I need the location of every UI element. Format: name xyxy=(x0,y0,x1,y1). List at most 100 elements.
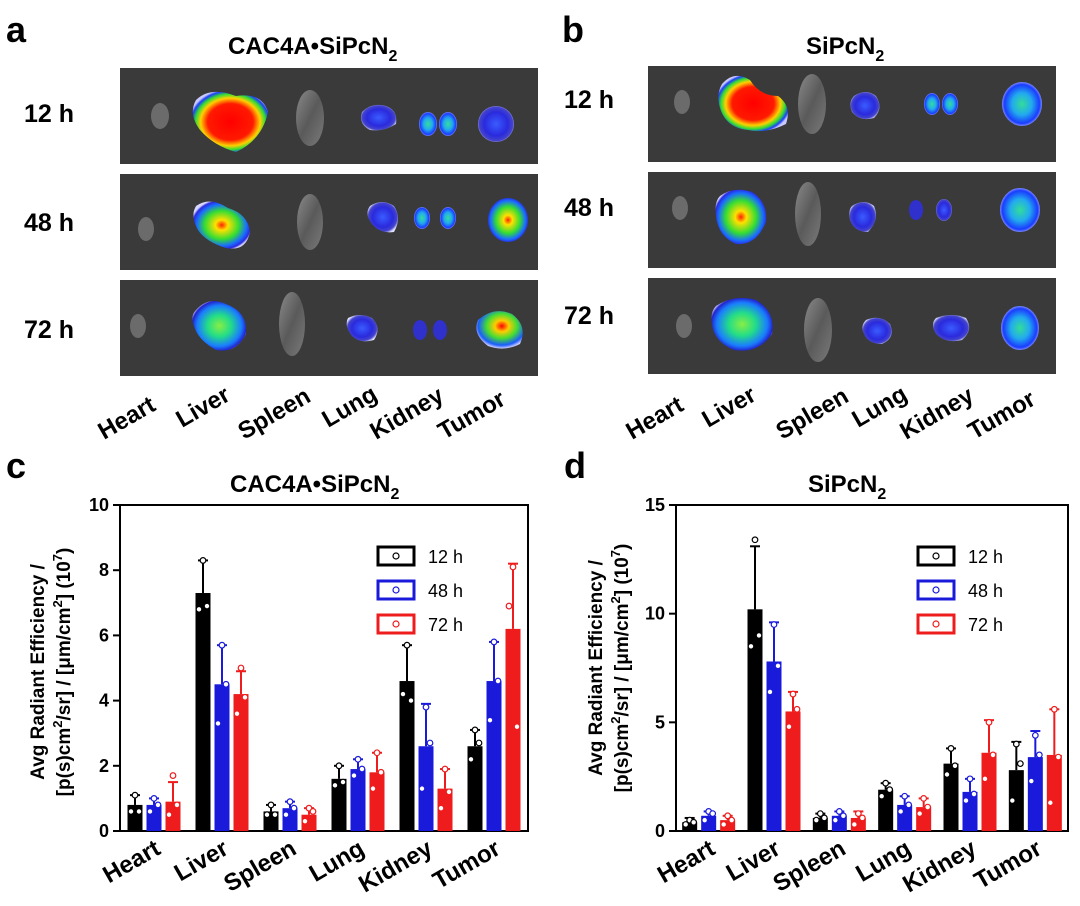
panel-b-time-12h: 12 h xyxy=(564,86,614,114)
panel-a-72h-liver-signal xyxy=(192,301,247,351)
panel-c-ytick-label-3: 6 xyxy=(99,625,109,645)
panel-d-legend-marker-1 xyxy=(932,586,940,594)
panel-c-legend-label-2: 72 h xyxy=(428,615,463,635)
panel-b-organ-tumor: Tumor xyxy=(964,385,1041,445)
panel-b-organ-heart: Heart xyxy=(622,391,689,445)
panel-d-xtick-label-0: Heart xyxy=(653,835,720,889)
panel-c-point-0-3-1 xyxy=(331,781,339,789)
panel-d-legend-marker-2 xyxy=(932,620,940,628)
panel-c-point-2-1-1 xyxy=(233,710,241,718)
panel-c-point-2-3-1 xyxy=(369,785,377,793)
panel-b-72h-spleen-organ xyxy=(804,298,832,362)
panel-d-point-2-0-0 xyxy=(724,812,732,820)
panel-c-point-0-5-1 xyxy=(467,755,475,763)
panel-a-label: a xyxy=(6,9,27,50)
panel-d-point-1-3-1 xyxy=(897,808,905,815)
panel-a-72h-spleen-organ xyxy=(279,292,305,356)
panel-d-point-1-4-0 xyxy=(966,775,974,783)
panel-d-point-0-2-2 xyxy=(820,814,828,822)
panel-c-point-0-1-2 xyxy=(203,602,211,610)
panel-d-bar-0-1 xyxy=(747,609,763,831)
panel-d-point-1-1-2 xyxy=(774,662,782,670)
panel-b-label: b xyxy=(562,9,584,50)
panel-b-12h-kidney-left-signal xyxy=(924,93,940,115)
panel-a-72h-lung-signal xyxy=(346,315,378,342)
panel-d-legend-label-1: 48 h xyxy=(968,581,1003,601)
panel-b-organ-labels: Heart Liver Spleen Lung Kidney Tumor xyxy=(622,380,1041,445)
panel-c-ylabel-line2: [p(s)cm2/sr] / [μm/cm2] (107) xyxy=(50,548,75,797)
panel-d-legend-marker-0 xyxy=(932,552,940,560)
panel-c-point-1-0-1 xyxy=(146,808,154,815)
panel-b-48h-tumor-signal xyxy=(1000,188,1040,232)
panel-c-legend-label-0: 12 h xyxy=(428,547,463,567)
panel-c-point-0-2-0 xyxy=(267,801,275,809)
panel-a-72h-kidney-left-signal xyxy=(413,320,427,340)
panel-d-point-1-4-1 xyxy=(962,797,970,804)
panel-d-point-0-5-1 xyxy=(1008,797,1016,804)
panel-c-point-0-4-0 xyxy=(403,641,411,649)
panel-d-xtick-label-4: Kidney xyxy=(898,834,981,898)
panel-c-bar-0-4 xyxy=(399,681,415,831)
panel-b-strip-12h xyxy=(648,66,1056,162)
panel-b-12h-lung-signal xyxy=(850,92,880,120)
panel-c-legend-swatch-0 xyxy=(376,545,416,567)
panel-a-72h-kidney-right-signal xyxy=(433,320,447,340)
panel-a-organ-heart: Heart xyxy=(94,391,161,445)
panel-c-point-1-4-2 xyxy=(426,739,434,747)
panel-b-72h-kidney-signal xyxy=(933,315,970,342)
panel-c-label: c xyxy=(6,445,26,486)
panel-a-time-labels: 12 h 48 h 72 h xyxy=(24,100,74,344)
panel-b-72h-liver-signal xyxy=(711,298,773,351)
panel-b-time-48h: 48 h xyxy=(564,194,614,222)
panel-b-organ-kidney: Kidney xyxy=(896,381,979,445)
panel-c-bar-2-4 xyxy=(437,788,453,831)
panel-c-point-2-5-0 xyxy=(509,563,517,571)
panel-c-legend-marker-2 xyxy=(392,620,400,628)
panel-b-12h-tumor-signal xyxy=(1002,82,1042,126)
panel-d-legend-label-0: 12 h xyxy=(968,547,1003,567)
panel-c-point-1-3-1 xyxy=(350,772,358,779)
panel-c-point-2-5-1 xyxy=(505,602,513,610)
panel-d-plot-frame xyxy=(675,504,1069,832)
panel-b-48h-liver-signal xyxy=(715,189,767,245)
panel-a-time-48h: 48 h xyxy=(24,209,74,237)
panel-a-12h-kidney-right-signal xyxy=(439,112,457,136)
panel-d-point-0-5-0 xyxy=(1012,740,1020,748)
panel-c-bar-2-0 xyxy=(165,801,181,831)
panel-b-72h-heart-organ xyxy=(676,314,692,338)
panel-c-point-1-4-0 xyxy=(422,703,430,711)
panel-a-organ-labels: Heart Liver Spleen Lung Kidney Tumor xyxy=(94,380,511,445)
panel-d-ytick-label-0: 0 xyxy=(655,821,665,841)
panel-b-time-labels: 12 h 48 h 72 h xyxy=(564,86,614,330)
panel-d-title: SiPcN2 xyxy=(808,471,886,503)
panel-c-point-1-1-1 xyxy=(214,720,222,727)
panel-c-legend-swatch-1 xyxy=(376,579,416,601)
panel-c-legend-label-1: 48 h xyxy=(428,581,463,601)
panel-a-strip-12h xyxy=(120,68,538,164)
panel-a-organ-liver: Liver xyxy=(172,381,235,433)
panel-d-legend-swatch-1 xyxy=(916,579,956,601)
panel-a-48h-tumor-signal xyxy=(488,198,528,242)
panel-c-point-0-1-1 xyxy=(195,605,203,613)
panel-d-xtick-label-2: Spleen xyxy=(769,835,851,898)
panel-c-point-1-5-2 xyxy=(494,677,502,685)
panel-c-ytick-label-0: 0 xyxy=(99,821,109,841)
panel-d-point-2-3-1 xyxy=(916,810,924,818)
panel-a-48h-liver-signal xyxy=(193,201,250,249)
panel-b-48h-kidney-right-signal xyxy=(936,199,952,221)
panel-c-bar-1-5 xyxy=(486,681,502,831)
panel-a-title: CAC4A•SiPcN2 xyxy=(228,33,397,65)
panel-d-point-2-4-1 xyxy=(981,775,989,783)
panel-c-ytick-label-5: 10 xyxy=(89,495,109,515)
panel-d-ylabel-line1: Avg Radiant Efficiency / xyxy=(586,559,607,775)
panel-c-point-1-3-2 xyxy=(358,765,366,773)
panel-d-bar-1-5 xyxy=(1027,757,1043,831)
panel-c-point-2-4-2 xyxy=(445,788,453,796)
panel-b-48h-spleen-organ xyxy=(795,182,821,246)
panel-c-point-1-0-0 xyxy=(150,795,158,802)
panel-c-point-0-0-2 xyxy=(135,808,143,815)
panel-d-point-2-0-2 xyxy=(728,816,736,824)
panel-b-12h-kidney-right-signal xyxy=(942,93,958,115)
panel-c-bar-1-3 xyxy=(350,769,366,831)
panel-c-point-2-3-2 xyxy=(377,768,385,776)
